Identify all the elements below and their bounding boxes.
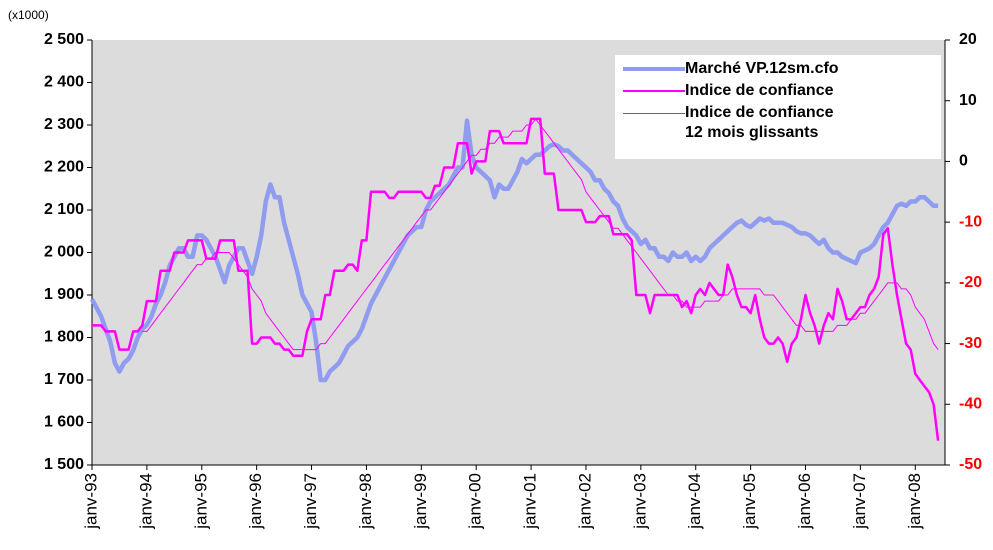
y2-tick-label: -50 (959, 456, 982, 473)
y2-tick-label: -40 (959, 396, 982, 413)
x-tick-label: janv-98 (356, 473, 375, 530)
legend-label: Marché VP.12sm.cfo (685, 60, 839, 77)
y2-tick-label: -30 (959, 335, 982, 352)
legend-item: Indice de confiance (623, 81, 941, 101)
legend-item: Marché VP.12sm.cfo (623, 59, 941, 79)
series-line (142, 118, 939, 351)
legend: Marché VP.12sm.cfo Indice de confiance Ind… (615, 55, 941, 159)
y-tick-label: 1 800 (44, 329, 84, 346)
legend-item: Indice de confiance 12 mois glissants (623, 103, 941, 143)
y-tick-label: 2 500 (44, 31, 84, 48)
x-tick-label: janv-96 (246, 473, 265, 530)
y2-tick-label: 0 (959, 153, 968, 170)
y-tick-label: 2 200 (44, 159, 84, 176)
series-line (92, 117, 940, 441)
x-tick-label: janv-00 (466, 473, 485, 530)
legend-swatch (623, 103, 685, 123)
y-tick-label: 2 300 (44, 116, 84, 133)
y-tick-label: 1 900 (44, 286, 84, 303)
y-tick-label: 1 500 (44, 456, 84, 473)
y2-tick-label: 10 (959, 92, 977, 109)
x-tick-label: janv-95 (191, 473, 210, 530)
y-tick-label: 2 100 (44, 201, 84, 218)
x-tick-label: janv-97 (301, 473, 320, 530)
x-tick-label: janv-07 (850, 473, 869, 530)
x-tick-label: janv-93 (81, 473, 100, 530)
y-tick-label: 1 600 (44, 414, 84, 431)
y-tick-label: 2 400 (44, 74, 84, 91)
unit-annotation: (x1000) (8, 8, 49, 22)
x-tick-label: janv-08 (905, 473, 924, 530)
x-tick-label: janv-03 (630, 473, 649, 530)
y2-tick-label: 20 (959, 31, 977, 48)
y-tick-label: 2 000 (44, 244, 84, 261)
x-tick-label: janv-99 (411, 473, 430, 530)
x-tick-label: janv-06 (795, 473, 814, 530)
x-tick-label: janv-94 (136, 473, 155, 530)
x-tick-label: janv-02 (575, 473, 594, 530)
legend-label: Indice de confiance (685, 82, 834, 99)
x-tick-label: janv-01 (521, 473, 540, 530)
legend-swatch (623, 81, 685, 101)
y2-tick-label: -20 (959, 274, 982, 291)
y-tick-label: 1 700 (44, 371, 84, 388)
x-tick-label: janv-05 (740, 473, 759, 530)
legend-label: Indice de confiance 12 mois glissants (685, 104, 834, 141)
x-tick-label: janv-04 (685, 473, 704, 530)
legend-swatch (623, 59, 685, 79)
y2-tick-label: -10 (959, 213, 982, 230)
